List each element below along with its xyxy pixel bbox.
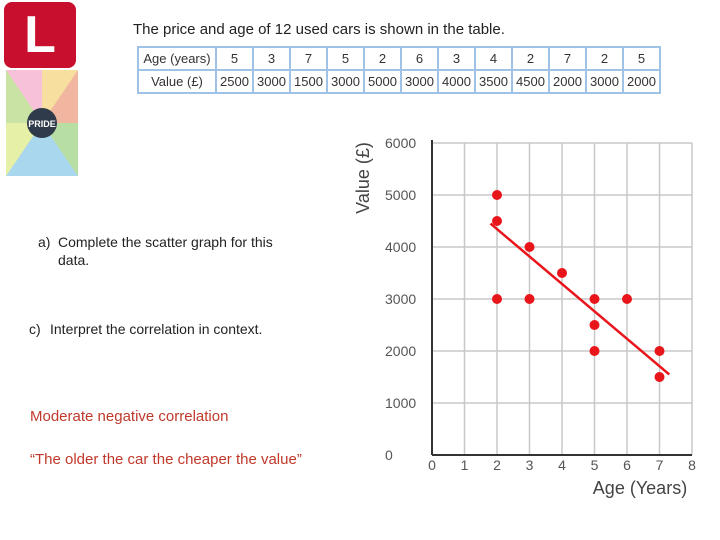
y-tick-label: 1000 (385, 395, 416, 411)
question-label: c) (29, 321, 41, 337)
logo: L (4, 2, 76, 68)
point (589, 320, 600, 330)
point (589, 346, 600, 356)
answer: “The older the car the cheaper the value… (30, 451, 302, 468)
x-tick-label: 0 (428, 457, 436, 473)
question-text: Complete the scatter graph for this data… (58, 234, 273, 268)
table-cell: 3000 (252, 69, 291, 94)
point (492, 216, 502, 226)
table-cell: 2 (585, 46, 624, 71)
table-cell: 4500 (511, 69, 550, 94)
y-tick-label: 3000 (385, 291, 416, 307)
table-cell: 3000 (326, 69, 365, 94)
table-cell: 5000 (363, 69, 402, 94)
table-cell: 2500 (215, 69, 254, 94)
x-tick-label: 1 (461, 457, 469, 473)
point (524, 294, 535, 304)
y-tick-label: 0 (385, 447, 393, 463)
table-cell: 3500 (474, 69, 513, 94)
question-text: Interpret the correlation in context. (50, 321, 263, 337)
table-cell: 5 (622, 46, 661, 71)
question: c) Interpret the correlation in context. (29, 320, 329, 338)
answer: Moderate negative correlation (30, 408, 229, 425)
table-row: Value (£) 2500 3000 1500 3000 5000 3000 4000 350… (137, 69, 661, 94)
table-cell: 2 (363, 46, 402, 71)
table-cell: 3000 (400, 69, 439, 94)
point (654, 372, 665, 382)
row-header: Age (years) (137, 46, 217, 71)
y-tick-label: 4000 (385, 239, 416, 255)
table-cell: 6 (400, 46, 439, 71)
table-cell: 1500 (289, 69, 328, 94)
table-cell: 4 (474, 46, 513, 71)
badge-text: PRIDE (28, 119, 56, 129)
question: a) Complete the scatter graph for this d… (38, 233, 288, 269)
point (622, 294, 632, 304)
point (654, 346, 665, 356)
table-cell: 7 (289, 46, 328, 71)
x-axis-label: Age (Years) (593, 478, 687, 498)
table-cell: 2 (511, 46, 550, 71)
trend-line (489, 222, 671, 376)
x-tick-label: 2 (493, 457, 501, 473)
question-label: a) (38, 234, 51, 250)
row-header: Value (£) (137, 69, 217, 94)
table-title: The price and age of 12 used cars is sho… (133, 21, 505, 38)
data-table: Age (years) 5 3 7 5 2 6 3 4 2 7 2 5 Value (£) 2500 3000… (137, 46, 661, 94)
table-cell: 5 (326, 46, 365, 71)
x-tick-label: 6 (623, 457, 631, 473)
table-cell: 5 (215, 46, 254, 71)
table-cell: 2000 (622, 69, 661, 94)
x-tick-label: 7 (656, 457, 664, 473)
table-row: Age (years) 5 3 7 5 2 6 3 4 2 7 2 5 (137, 46, 661, 71)
y-tick-label: 2000 (385, 343, 416, 359)
pride-badge: PRIDE (6, 70, 78, 176)
table-cell: 3000 (585, 69, 624, 94)
point (589, 294, 600, 304)
table-cell: 2000 (548, 69, 587, 94)
point (492, 190, 502, 200)
x-tick-label: 4 (558, 457, 566, 473)
y-axis-label: Value (£) (353, 142, 373, 214)
x-tick-label: 3 (526, 457, 534, 473)
table-cell: 7 (548, 46, 587, 71)
point (492, 294, 502, 304)
y-tick-label: 6000 (385, 135, 416, 151)
y-tick-label: 5000 (385, 187, 416, 203)
x-tick-label: 8 (688, 457, 696, 473)
point (524, 242, 535, 252)
table-cell: 4000 (437, 69, 476, 94)
table-cell: 3 (252, 46, 291, 71)
x-tick-label: 5 (591, 457, 599, 473)
point (557, 268, 567, 278)
table-cell: 3 (437, 46, 476, 71)
